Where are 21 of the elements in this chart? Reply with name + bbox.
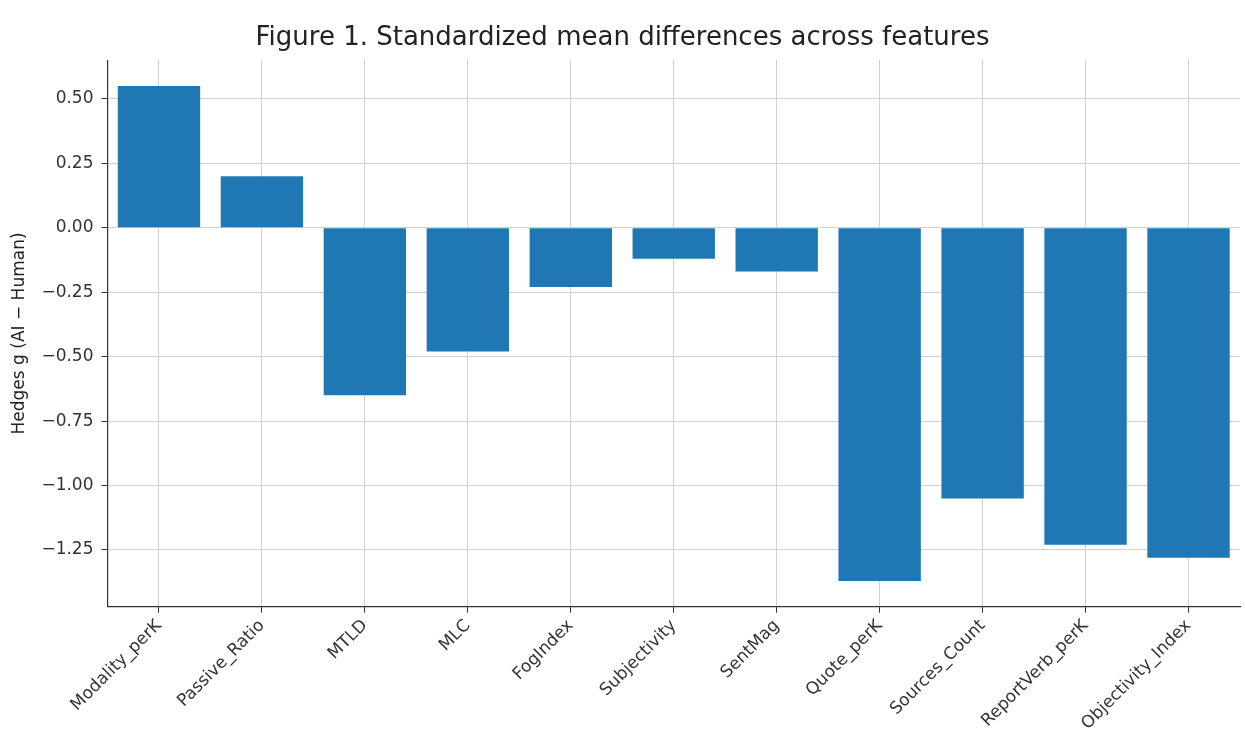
y-tick-label: 0.25 xyxy=(55,151,94,172)
y-tick-label: −1.25 xyxy=(41,538,94,559)
bar xyxy=(632,228,715,259)
bar xyxy=(529,228,612,288)
y-tick-label: −0.75 xyxy=(41,409,94,430)
bar xyxy=(1044,228,1127,545)
bar xyxy=(941,228,1024,499)
chart-title: Figure 1. Standardized mean differences across features xyxy=(255,21,990,52)
y-tick-label: −1.00 xyxy=(41,473,94,494)
bar xyxy=(323,228,407,396)
y-tick-label: 0.00 xyxy=(55,216,94,237)
y-tick-label: 0.50 xyxy=(55,87,94,108)
bar xyxy=(838,228,921,581)
bar xyxy=(426,228,510,352)
bar xyxy=(735,228,818,272)
y-tick-label: −0.50 xyxy=(41,345,94,366)
bar xyxy=(220,176,304,228)
bar xyxy=(117,85,201,228)
bar xyxy=(1147,228,1230,558)
y-axis-title: Hedges g (AI − Human) xyxy=(7,232,28,435)
y-tick-label: −0.25 xyxy=(41,280,94,301)
